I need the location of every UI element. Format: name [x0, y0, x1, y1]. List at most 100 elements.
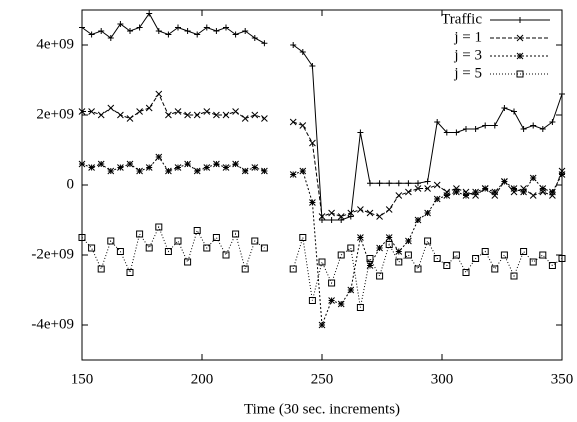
- marker: [299, 234, 307, 241]
- marker: [136, 230, 144, 238]
- marker: [539, 185, 547, 192]
- marker: [309, 63, 316, 69]
- marker: [136, 108, 143, 115]
- marker: [165, 167, 172, 175]
- marker: [328, 279, 336, 287]
- marker: [251, 164, 259, 171]
- marker: [319, 217, 325, 223]
- marker: [222, 164, 230, 171]
- marker: [424, 178, 431, 185]
- marker: [260, 244, 268, 252]
- marker: [116, 248, 124, 255]
- marker: [126, 160, 134, 168]
- marker: [165, 31, 172, 38]
- marker: [510, 185, 518, 192]
- marker: [366, 209, 374, 217]
- marker: [414, 185, 422, 192]
- marker: [520, 126, 527, 132]
- marker: [184, 160, 191, 168]
- marker: [88, 31, 95, 38]
- marker: [404, 251, 412, 259]
- marker: [424, 209, 431, 217]
- marker: [79, 24, 85, 31]
- marker: [347, 244, 355, 252]
- marker: [548, 262, 556, 269]
- marker: [414, 216, 422, 224]
- marker: [232, 160, 239, 168]
- marker: [145, 164, 153, 171]
- marker: [337, 300, 345, 308]
- marker: [241, 167, 249, 175]
- legend-marker: [516, 52, 524, 60]
- marker: [97, 265, 105, 273]
- marker: [155, 90, 163, 98]
- marker: [347, 213, 354, 220]
- marker: [501, 178, 508, 185]
- marker: [299, 122, 307, 129]
- marker: [232, 31, 239, 38]
- marker: [126, 115, 134, 122]
- marker: [337, 213, 345, 220]
- marker: [78, 234, 86, 241]
- marker: [501, 105, 508, 111]
- marker: [433, 195, 441, 203]
- marker: [97, 160, 105, 168]
- marker: [366, 255, 374, 262]
- marker: [385, 241, 393, 248]
- legend-label: j = 5: [453, 65, 482, 81]
- y-tick-label: -2e+09: [31, 246, 74, 262]
- marker: [328, 217, 335, 223]
- marker: [385, 206, 393, 213]
- marker: [481, 185, 489, 192]
- marker: [136, 167, 143, 175]
- marker: [549, 188, 556, 196]
- x-tick-label: 150: [71, 371, 94, 387]
- marker: [88, 244, 96, 252]
- marker: [415, 180, 421, 187]
- marker: [510, 272, 518, 280]
- x-tick-label: 350: [551, 371, 574, 387]
- marker: [289, 171, 297, 178]
- y-tick-label: 2e+09: [36, 106, 74, 122]
- marker: [453, 188, 460, 196]
- marker: [386, 180, 393, 187]
- legend-marker: [516, 70, 524, 78]
- marker: [203, 108, 211, 115]
- marker: [539, 126, 546, 132]
- marker: [452, 251, 460, 259]
- marker: [136, 24, 143, 31]
- marker: [251, 35, 258, 41]
- marker: [366, 262, 374, 269]
- marker: [405, 188, 412, 196]
- marker: [463, 126, 469, 132]
- marker: [433, 181, 441, 189]
- marker: [376, 244, 383, 252]
- series-line: [81, 225, 563, 308]
- plot-border: [81, 9, 563, 361]
- marker: [213, 28, 220, 34]
- marker: [520, 248, 528, 255]
- marker: [338, 217, 345, 223]
- marker: [424, 185, 431, 192]
- marker: [232, 108, 239, 115]
- marker: [395, 258, 403, 266]
- y-tick-label: -4e+09: [31, 316, 74, 332]
- marker: [126, 269, 134, 276]
- marker: [491, 265, 499, 273]
- marker: [193, 167, 201, 175]
- marker: [385, 234, 393, 241]
- marker: [559, 91, 565, 97]
- marker: [405, 237, 412, 245]
- marker: [328, 297, 335, 304]
- marker: [213, 111, 220, 119]
- legend-label: j = 3: [453, 47, 482, 63]
- marker: [175, 24, 181, 31]
- marker: [184, 28, 191, 34]
- marker: [184, 258, 192, 266]
- marker: [117, 164, 124, 171]
- marker: [558, 171, 566, 178]
- marker: [395, 192, 403, 199]
- marker: [453, 129, 460, 136]
- marker: [491, 188, 499, 196]
- marker: [289, 265, 297, 273]
